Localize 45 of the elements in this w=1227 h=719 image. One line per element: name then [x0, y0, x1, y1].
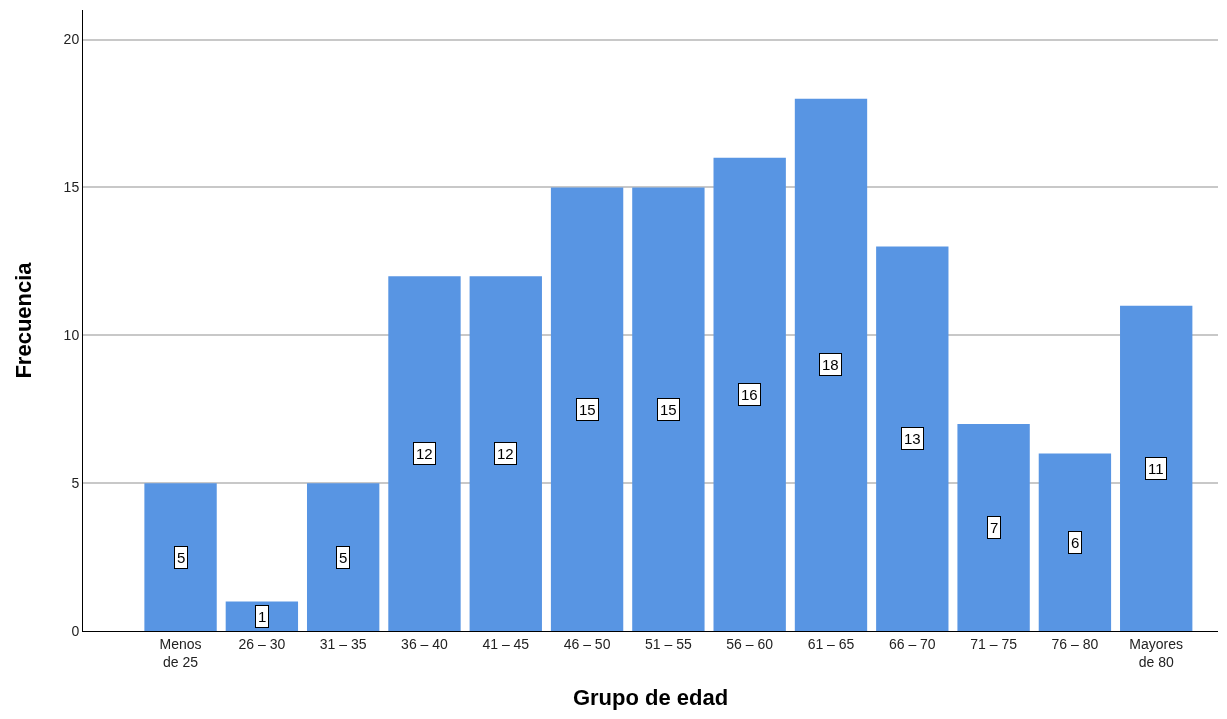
data-label: 13: [904, 430, 921, 447]
x-tick-label: 26 – 30: [238, 635, 286, 652]
data-label: 16: [741, 386, 758, 403]
data-label: 18: [822, 356, 839, 373]
bar: [957, 424, 1030, 631]
data-label: 12: [416, 445, 433, 462]
data-label: 12: [497, 445, 514, 462]
bar: [469, 276, 542, 631]
data-label: 5: [177, 549, 186, 566]
x-tick-label: Menos de 25: [159, 635, 202, 670]
x-tick-label: Mayores de 80: [1129, 635, 1184, 670]
data-label: 11: [1148, 460, 1164, 477]
x-tick-label: 41 – 45: [482, 635, 530, 652]
bar: [1120, 305, 1193, 631]
x-tick-label: 51 – 55: [645, 635, 692, 652]
data-label: 1: [258, 608, 267, 625]
y-tick-label: 10: [63, 327, 80, 344]
y-axis-title: Frecuencia: [11, 261, 37, 379]
x-tick-label: 71 – 75: [970, 635, 1018, 652]
data-label: 15: [660, 401, 677, 418]
bar: [1038, 453, 1112, 631]
bar: [632, 187, 705, 631]
y-tick-label: 15: [63, 179, 80, 196]
x-tick-label: 61 – 65: [807, 635, 855, 652]
bar: [876, 246, 949, 631]
bar: [306, 483, 380, 631]
bar: [388, 276, 461, 631]
data-label: 6: [1071, 534, 1080, 551]
y-tick-label: 0: [71, 622, 80, 639]
bar: [144, 483, 217, 631]
x-tick-label: 36 – 40: [401, 635, 449, 652]
y-tick-label: 20: [63, 31, 80, 48]
data-label: 5: [339, 549, 348, 566]
x-tick-label: 56 – 60: [726, 635, 774, 652]
x-tick-label: 76 – 80: [1051, 635, 1099, 652]
x-tick-label: 46 – 50: [563, 635, 611, 652]
x-tick-label: 31 – 35: [319, 635, 367, 652]
y-tick-label: 5: [71, 475, 80, 492]
bar: [550, 187, 624, 631]
bar: [713, 157, 786, 631]
x-tick-label: 66 – 70: [888, 635, 936, 652]
data-label: 15: [579, 401, 596, 418]
bar: [794, 98, 868, 631]
data-label: 7: [990, 519, 999, 536]
x-axis-title: Grupo de edad: [572, 684, 729, 710]
